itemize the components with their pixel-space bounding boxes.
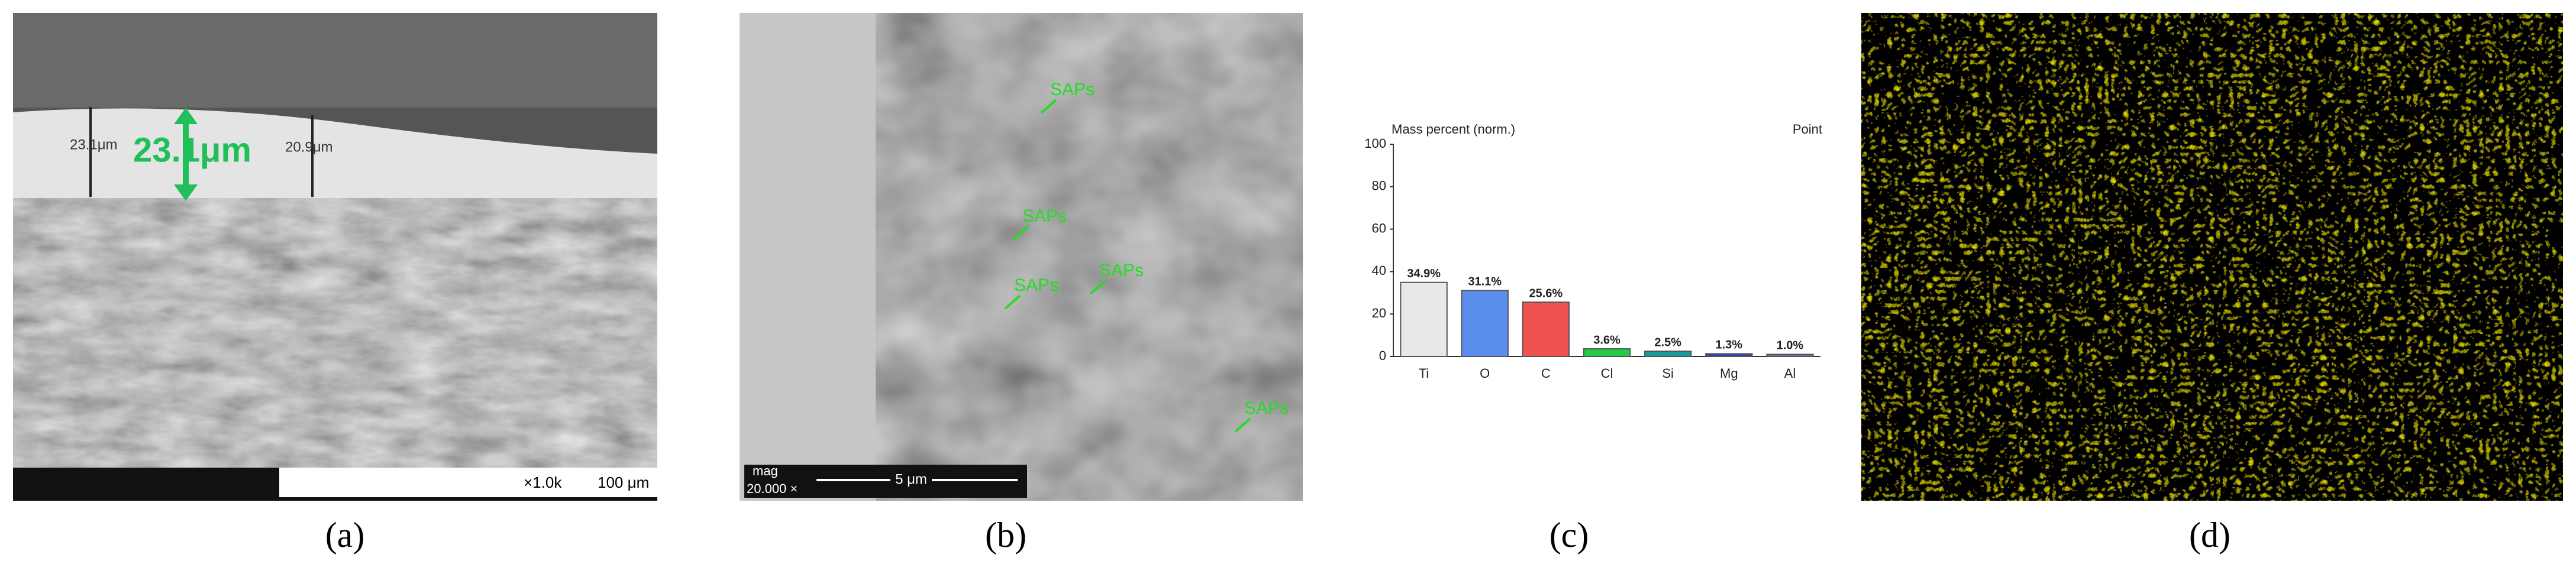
panel-label: (d) (2189, 516, 2230, 555)
scale-label: 5 μm (895, 471, 927, 487)
panel-d: (d) (1861, 13, 2563, 555)
magnification: 20.000 × (747, 481, 798, 496)
value-label: 2.5% (1654, 336, 1681, 349)
arrow (1234, 417, 1251, 433)
magnification: ×1.0k (524, 474, 562, 491)
edx-texture (1861, 13, 2563, 501)
sem-texture (13, 195, 657, 501)
scale-label-bg (890, 472, 932, 488)
background (740, 13, 876, 501)
background (13, 13, 657, 108)
x-tick-label: Si (1662, 366, 1674, 381)
sem-texture (876, 13, 1303, 501)
bar (1522, 302, 1570, 358)
x-tick-label: Cl (1601, 366, 1613, 381)
x-tick-label: O (1480, 366, 1490, 381)
y-tick-label: 60 (1372, 221, 1386, 235)
x-tick-label: C (1541, 366, 1551, 381)
y-tick-label: 20 (1372, 306, 1386, 320)
value-label: 25.6% (1529, 287, 1563, 300)
y-tick-label: 40 (1372, 263, 1386, 278)
value-label: 3.6% (1593, 333, 1621, 346)
bar (1644, 351, 1692, 358)
chart-subtitle: Point (1793, 122, 1822, 137)
arrow (1004, 294, 1021, 310)
panel-label: (b) (985, 516, 1026, 555)
x-tick-label: Ti (1419, 366, 1429, 381)
panel-label: (a) (325, 516, 365, 555)
annotation: SAPs (1050, 80, 1095, 99)
mag-label: mag (753, 463, 778, 478)
value-label: 31.1% (1468, 275, 1502, 288)
value-label: 1.0% (1777, 339, 1804, 352)
panel-b: mag 20.000 × 5 μm (b) SAPs SAPs SAPs SAPs SA… (740, 13, 1303, 555)
bar (1400, 281, 1448, 358)
annotation: SAPs (1014, 275, 1058, 295)
scale-box (279, 468, 657, 497)
scale-label: 100 μm (598, 474, 649, 491)
value-label: 1.3% (1715, 339, 1742, 352)
y-tick-label: 100 (1364, 136, 1386, 151)
x-tick-label: Mg (1720, 366, 1738, 381)
x-tick-label: Al (1784, 366, 1796, 381)
chart-title: Mass percent (norm.) (1392, 122, 1515, 137)
measure-label: 20.9μm (285, 139, 333, 155)
panel-a: 23.1μm 20.9μm 23.1μm ×1.0k 100 μm (a) (13, 13, 657, 555)
thickness-label: 23.1μm (133, 131, 251, 169)
arrow (1040, 99, 1057, 114)
panel-label: (c) (1550, 516, 1589, 555)
coating-layer (13, 108, 657, 198)
arrow (1089, 280, 1106, 295)
bar (1766, 354, 1814, 357)
value-label: 34.9% (1407, 267, 1441, 280)
bar (1705, 353, 1753, 358)
y-tick-label: 80 (1372, 179, 1386, 193)
measure-label: 23.1μm (70, 137, 118, 153)
bar (1461, 290, 1509, 358)
panel-c: Mass percent (norm.) Point (c) 0 20 40 60 80… (1364, 122, 1822, 555)
annotation: SAPs (1099, 261, 1144, 280)
y-tick-label: 0 (1379, 348, 1386, 363)
annotation: SAPs (1244, 398, 1289, 418)
bar (1583, 348, 1631, 357)
arrow (1012, 225, 1029, 241)
annotation: SAPs (1022, 206, 1067, 226)
